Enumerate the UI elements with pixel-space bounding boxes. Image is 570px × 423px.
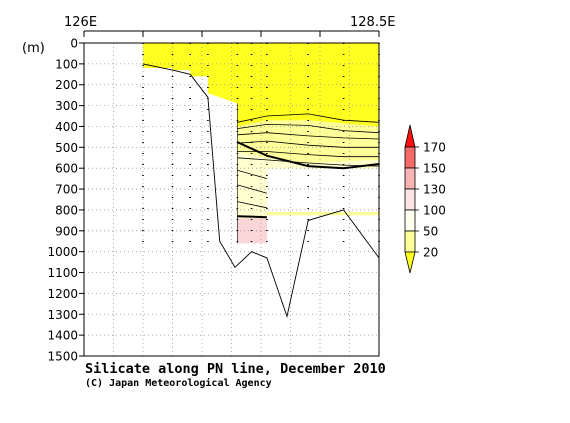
y-tick-label: 800 bbox=[55, 203, 78, 217]
contour-line bbox=[237, 113, 380, 123]
y-tick-label: 1100 bbox=[47, 266, 78, 280]
contour-line bbox=[237, 123, 380, 134]
contour-line-bold bbox=[236, 141, 380, 170]
depth-unit-label: (m) bbox=[22, 41, 45, 56]
colorbar-label: 50 bbox=[423, 225, 438, 239]
y-tick-label: 100 bbox=[55, 57, 78, 71]
colorbar: 170 150 130 100 50 20 bbox=[404, 124, 446, 274]
sea-floor-line bbox=[142, 63, 380, 319]
y-tick-label: 200 bbox=[55, 78, 78, 92]
y-tick-label: 600 bbox=[55, 162, 78, 176]
colorbar-segment bbox=[404, 230, 416, 253]
colorbar-segment bbox=[404, 188, 416, 211]
plot-frame bbox=[83, 42, 380, 357]
colorbar-top-cap bbox=[404, 124, 416, 148]
y-tick-label: 1500 bbox=[47, 350, 78, 364]
y-tick-label: 700 bbox=[55, 183, 78, 197]
y-tick-label: 400 bbox=[55, 120, 78, 134]
colorbar-label: 150 bbox=[423, 162, 446, 176]
y-tick-label: 0 bbox=[70, 37, 78, 51]
colorbar-label: 170 bbox=[423, 141, 446, 155]
contour-line bbox=[237, 132, 380, 140]
y-tick-label: 1300 bbox=[47, 308, 78, 322]
sea-floor-profile bbox=[142, 63, 380, 319]
x-label-right: 128.5E bbox=[350, 15, 395, 30]
fill-band-50-100 bbox=[237, 120, 379, 219]
colorbar-label: 100 bbox=[423, 204, 446, 218]
y-tick-label: 500 bbox=[55, 141, 78, 155]
plot-axes: 0 100 200 300 400 500 600 700 800 900 1000 1100 1200… bbox=[47, 30, 380, 364]
contour-lines bbox=[236, 113, 380, 219]
x-label-left: 126E bbox=[64, 15, 97, 30]
colorbar-label: 20 bbox=[423, 246, 438, 260]
contour-line bbox=[237, 169, 268, 179]
colorbar-label: 130 bbox=[423, 183, 446, 197]
contour-line bbox=[237, 140, 379, 148]
contour-line bbox=[237, 157, 380, 167]
plot-grid bbox=[84, 43, 379, 356]
contour-line bbox=[237, 201, 267, 209]
colorbar-segment bbox=[404, 146, 416, 169]
colorbar-segment bbox=[404, 167, 416, 190]
contour-line bbox=[237, 184, 268, 194]
contour-line-bold bbox=[237, 215, 267, 219]
colorbar-bottom-cap bbox=[404, 251, 416, 274]
y-tick-label: 1400 bbox=[47, 329, 78, 343]
chart-title: Silicate along PN line, December 2010 bbox=[85, 361, 386, 377]
colorbar-segment bbox=[404, 209, 416, 232]
y-tick-label: 900 bbox=[55, 224, 78, 238]
copyright-credit: (C) Japan Meteorological Agency bbox=[85, 377, 272, 389]
y-tick-label: 300 bbox=[55, 99, 78, 113]
y-tick-label: 1000 bbox=[47, 245, 78, 259]
fill-band-deep-strip bbox=[266, 212, 379, 216]
y-tick-label: 1200 bbox=[47, 287, 78, 301]
